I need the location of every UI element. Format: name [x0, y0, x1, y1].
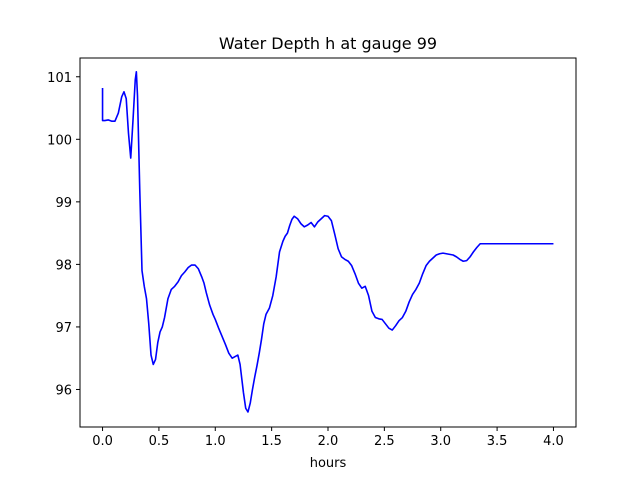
x-tick-label: 0.5 — [149, 434, 170, 449]
x-tick-label: 3.5 — [487, 434, 508, 449]
x-tick-label: 4.0 — [543, 434, 564, 449]
x-tick-label: 2.5 — [374, 434, 395, 449]
y-tick-label: 101 — [47, 71, 72, 86]
series-line-0 — [101, 70, 554, 413]
x-tick-label: 0.0 — [92, 434, 113, 449]
x-tick-label: 1.5 — [261, 434, 282, 449]
y-tick-label: 98 — [55, 258, 72, 273]
x-tick-label: 3.0 — [430, 434, 451, 449]
y-tick-label: 97 — [55, 321, 72, 336]
y-tick-label: 100 — [47, 133, 72, 148]
x-tick-label: 2.0 — [318, 434, 339, 449]
x-tick-label: 1.0 — [205, 434, 226, 449]
y-tick-label: 96 — [55, 383, 72, 398]
chart-title: Water Depth h at gauge 99 — [219, 34, 437, 53]
plot-area-frame — [79, 57, 577, 428]
x-axis-label: hours — [310, 456, 347, 471]
y-tick-label: 99 — [55, 196, 72, 211]
